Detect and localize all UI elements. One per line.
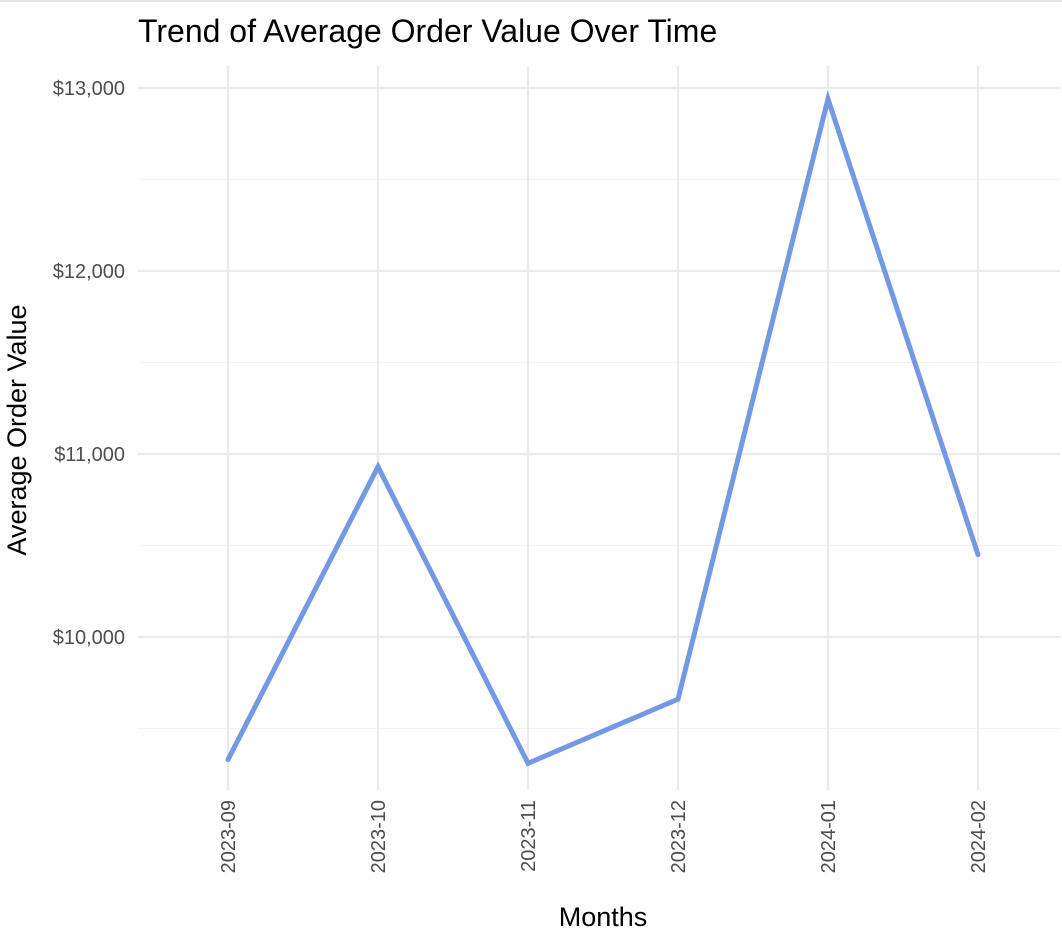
chart-title: Trend of Average Order Value Over Time: [138, 13, 717, 49]
x-tick-label: 2023-12: [668, 800, 690, 873]
minor-gridlines: [138, 178, 1060, 730]
x-tick-label: 2023-11: [518, 800, 540, 872]
x-axis-title: Months: [559, 902, 648, 932]
data-point: [975, 552, 981, 558]
y-tick-label: $13,000: [53, 78, 125, 100]
top-border: [0, 0, 1062, 2]
y-tick-label: $11,000: [54, 444, 125, 466]
x-tick-label: 2024-02: [968, 800, 990, 873]
series-layer: [225, 90, 981, 767]
series-line: [225, 90, 981, 767]
x-axis-tick-labels: 2023-09 2023-10 2023-11 2023-12 2024-01 2024-…: [218, 800, 990, 873]
x-tick-label: 2024-01: [818, 800, 840, 873]
x-tick-label: 2023-10: [368, 800, 390, 873]
data-point: [675, 696, 681, 702]
major-gridlines: [138, 66, 1060, 790]
data-point: [375, 464, 381, 470]
y-axis-title: Average Order Value: [2, 304, 32, 555]
x-tick-label: 2023-09: [218, 800, 240, 873]
y-tick-label: $12,000: [53, 261, 125, 283]
data-point: [225, 757, 231, 763]
y-axis-tick-labels: $10,000 $11,000 $12,000 $13,000: [53, 78, 125, 649]
data-point: [825, 96, 831, 102]
y-tick-label: $10,000: [53, 627, 125, 649]
data-point: [525, 760, 531, 766]
